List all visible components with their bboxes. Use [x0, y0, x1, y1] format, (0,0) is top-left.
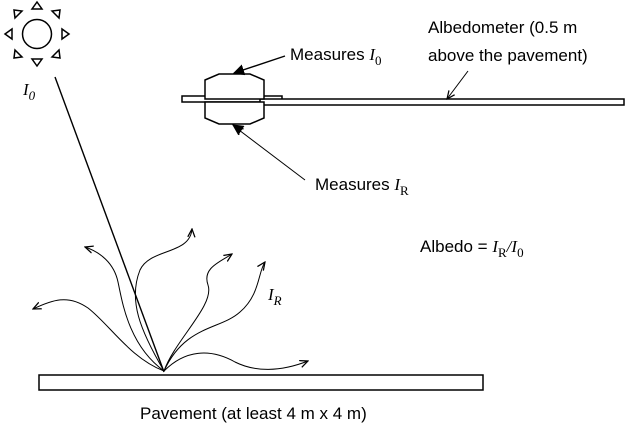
pavement-label: Pavement (at least 4 m x 4 m)	[140, 404, 367, 423]
reflected-radiation-label: IR	[267, 285, 282, 308]
incident-radiation-label: I0	[22, 80, 36, 103]
incident-ray	[54, 76, 165, 373]
reflected-rays	[33, 229, 308, 372]
reflected-ray-center	[163, 254, 232, 372]
measures-reflected-arrow	[235, 127, 306, 181]
sun-icon	[3, 0, 71, 68]
reflected-ray-far-left	[33, 299, 165, 372]
albedometer-sensor-icon	[204, 73, 265, 125]
reflected-ray-right-low	[163, 352, 308, 372]
measures-incident-arrow	[232, 55, 286, 76]
measures-reflected-label: Measures IR	[315, 175, 409, 198]
measures-incident-label: Measures I0	[290, 45, 382, 68]
sensor-bottom-arrowhead	[232, 124, 245, 136]
albedometer-label-line1: Albedometer (0.5 m	[428, 18, 577, 37]
pavement-slab	[38, 374, 484, 391]
albedometer-label-line2: above the pavement)	[428, 46, 588, 65]
reflected-ray-right-up	[163, 262, 265, 372]
reflected-ray-left	[85, 247, 165, 372]
reflected-ray-up	[134, 229, 192, 372]
albedometer-pointer-arrow	[447, 70, 469, 99]
albedo-formula: Albedo = IR/I0	[420, 237, 524, 260]
